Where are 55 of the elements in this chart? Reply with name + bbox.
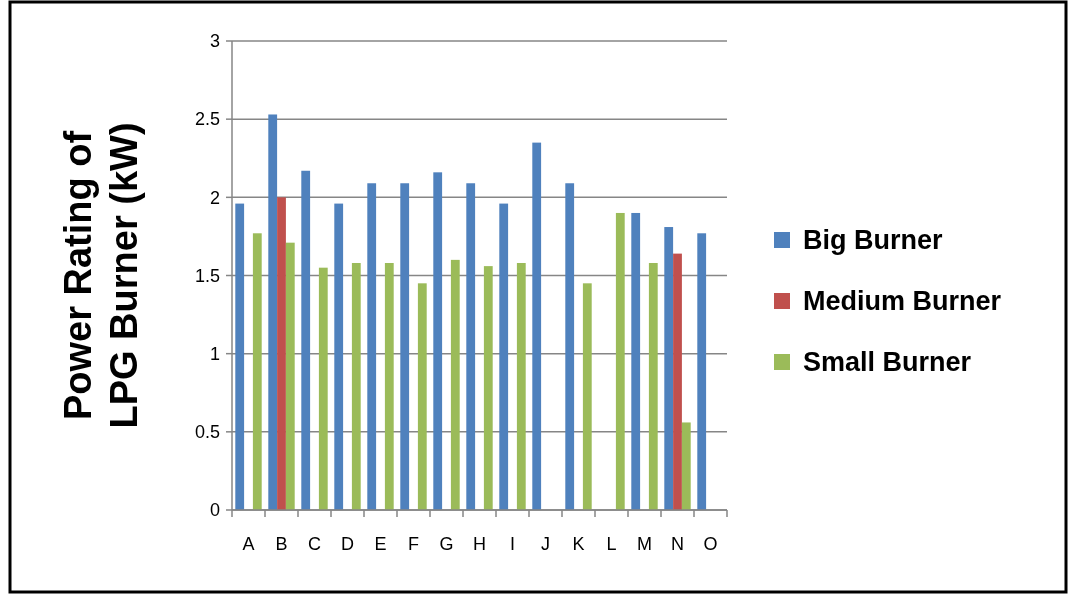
y-axis-title: Power Rating of LPG Burner (kW) [57,122,145,429]
bar [252,233,262,510]
bar [384,262,394,510]
x-tick-label: D [341,534,354,554]
bar [268,114,278,510]
y-tick-label: 1 [209,343,220,364]
bar [483,266,493,510]
x-tick-label: M [637,534,652,554]
bar [450,259,460,510]
bar [673,253,682,510]
bar [466,183,476,510]
bar [499,203,509,510]
y-tick-label: 3 [209,31,220,52]
bar [235,203,245,510]
bar [277,197,286,510]
x-tick-label: O [703,534,718,554]
bar [532,142,542,510]
x-tick-label: H [473,534,486,554]
x-tick-label: E [374,534,387,554]
bar [318,267,328,510]
legend-label: Small Burner [803,347,972,378]
bar [516,262,526,510]
x-tick-label: K [572,534,585,554]
bar [433,172,443,510]
bar [417,283,427,510]
y-tick-label: 2.5 [194,109,220,130]
bar [565,183,575,510]
x-tick-label: L [606,534,617,554]
bar [631,212,641,510]
bar [664,227,674,510]
bar [351,262,361,510]
x-tick-label: N [671,534,684,554]
bar [400,183,410,510]
bar [697,233,707,510]
bar [285,242,295,510]
bar [681,422,691,510]
x-tick-label: F [408,534,419,554]
x-tick-label: G [439,534,454,554]
bar [367,183,377,510]
x-tick-label: B [275,534,288,554]
x-tick-label: C [308,534,321,554]
y-tick-label: 0 [209,500,220,521]
y-tick-label: 0.5 [194,422,220,443]
bar [648,262,658,510]
x-tick-label: A [242,534,255,554]
legend-label: Big Burner [803,225,943,256]
x-tick-label: I [509,534,516,554]
y-tick-label: 1.5 [194,265,220,286]
bar [301,170,311,510]
y-tick-label: 2 [209,187,220,208]
legend-label: Medium Burner [803,286,1002,317]
x-tick-label: J [541,534,550,554]
bar [582,283,592,510]
bar [334,203,344,510]
bar [615,212,625,510]
